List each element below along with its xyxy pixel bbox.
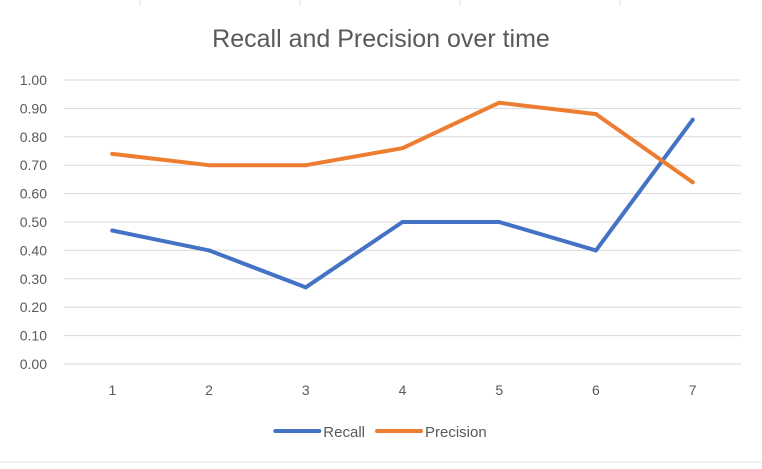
y-tick-label: 0.80: [20, 129, 47, 145]
series-line-recall: [110, 117, 695, 290]
data-point-precision: [593, 112, 598, 117]
legend-label-recall: Recall: [323, 424, 365, 441]
data-point-precision: [400, 146, 405, 151]
y-tick-label: 0.70: [20, 157, 47, 173]
data-point-precision: [690, 180, 695, 185]
y-tick-label: 0.40: [20, 242, 47, 258]
legend-label-precision: Precision: [425, 424, 487, 441]
series-line-precision: [110, 100, 695, 185]
chart-title: Recall and Precision over time: [212, 25, 550, 53]
series-lines: [110, 100, 695, 290]
y-tick-label: 1.00: [20, 72, 47, 88]
data-point-recall: [207, 248, 212, 253]
x-tick-label: 6: [592, 382, 600, 398]
legend: Recall Precision: [273, 424, 487, 441]
data-point-precision: [207, 163, 212, 168]
y-axis-tick-labels: 0.00 0.10 0.20 0.30 0.40 0.50 0.60 0.70 0.80 0.90…: [20, 72, 47, 372]
data-point-precision: [303, 163, 308, 168]
data-point-recall: [497, 220, 502, 224]
x-tick-label: 2: [205, 382, 213, 398]
y-tick-label: 0.50: [20, 214, 47, 230]
x-tick-label: 5: [495, 382, 503, 398]
x-tick-label: 7: [689, 382, 697, 398]
y-tick-label: 0.90: [20, 100, 47, 116]
y-tick-label: 0.20: [20, 299, 47, 315]
data-point-recall: [110, 228, 115, 233]
data-point-recall: [593, 248, 598, 253]
x-axis-tick-labels: 1 2 3 4 5 6 7: [108, 382, 696, 398]
y-tick-label: 0.30: [20, 271, 47, 287]
y-tick-label: 0.60: [20, 186, 47, 202]
data-point-recall: [400, 220, 405, 224]
data-point-recall: [690, 117, 695, 122]
x-tick-label: 4: [399, 382, 407, 398]
y-tick-label: 0.00: [20, 356, 47, 372]
data-point-precision: [110, 151, 115, 156]
y-tick-label: 0.10: [20, 328, 47, 344]
data-point-precision: [497, 100, 502, 105]
x-tick-label: 3: [302, 382, 310, 398]
x-tick-label: 1: [108, 382, 116, 398]
data-point-recall: [303, 285, 308, 290]
